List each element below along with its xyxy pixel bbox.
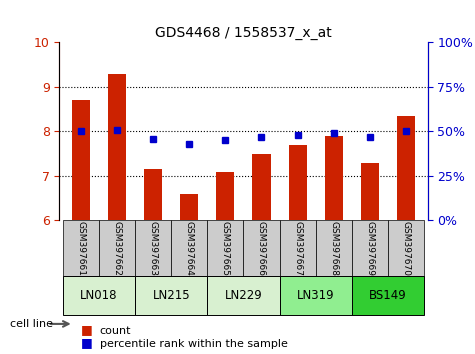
Text: GSM397668: GSM397668: [329, 221, 338, 276]
Text: GSM397664: GSM397664: [185, 221, 194, 276]
FancyBboxPatch shape: [352, 221, 388, 276]
Text: GSM397665: GSM397665: [221, 221, 230, 276]
Text: ■: ■: [81, 336, 93, 349]
FancyBboxPatch shape: [279, 221, 315, 276]
Text: LN018: LN018: [80, 289, 118, 302]
FancyBboxPatch shape: [208, 221, 244, 276]
Bar: [252, 154, 270, 221]
Text: ■: ■: [81, 323, 93, 336]
Text: count: count: [100, 326, 131, 336]
FancyBboxPatch shape: [352, 276, 424, 315]
Bar: [217, 172, 235, 221]
Text: LN215: LN215: [152, 289, 190, 302]
FancyBboxPatch shape: [171, 221, 208, 276]
Bar: [108, 74, 126, 221]
Text: GSM397661: GSM397661: [76, 221, 86, 276]
Text: LN319: LN319: [297, 289, 334, 302]
FancyBboxPatch shape: [63, 221, 99, 276]
Bar: [180, 194, 199, 221]
Text: GSM397669: GSM397669: [365, 221, 374, 276]
Bar: [144, 169, 162, 221]
Text: GSM397663: GSM397663: [149, 221, 158, 276]
FancyBboxPatch shape: [135, 221, 171, 276]
Bar: [324, 136, 342, 221]
Bar: [397, 116, 415, 221]
Text: LN229: LN229: [225, 289, 262, 302]
Bar: [361, 162, 379, 221]
Text: GSM397667: GSM397667: [293, 221, 302, 276]
Text: GSM397666: GSM397666: [257, 221, 266, 276]
Text: cell line: cell line: [10, 319, 53, 329]
FancyBboxPatch shape: [208, 276, 279, 315]
FancyBboxPatch shape: [99, 221, 135, 276]
FancyBboxPatch shape: [388, 221, 424, 276]
Title: GDS4468 / 1558537_x_at: GDS4468 / 1558537_x_at: [155, 26, 332, 40]
Text: BS149: BS149: [369, 289, 407, 302]
Bar: [288, 145, 306, 221]
Text: GSM397662: GSM397662: [113, 221, 122, 276]
Text: percentile rank within the sample: percentile rank within the sample: [100, 339, 288, 349]
FancyBboxPatch shape: [315, 221, 352, 276]
FancyBboxPatch shape: [279, 276, 352, 315]
Bar: [72, 100, 90, 221]
Text: GSM397670: GSM397670: [401, 221, 410, 276]
FancyBboxPatch shape: [244, 221, 279, 276]
FancyBboxPatch shape: [63, 276, 135, 315]
FancyBboxPatch shape: [135, 276, 208, 315]
